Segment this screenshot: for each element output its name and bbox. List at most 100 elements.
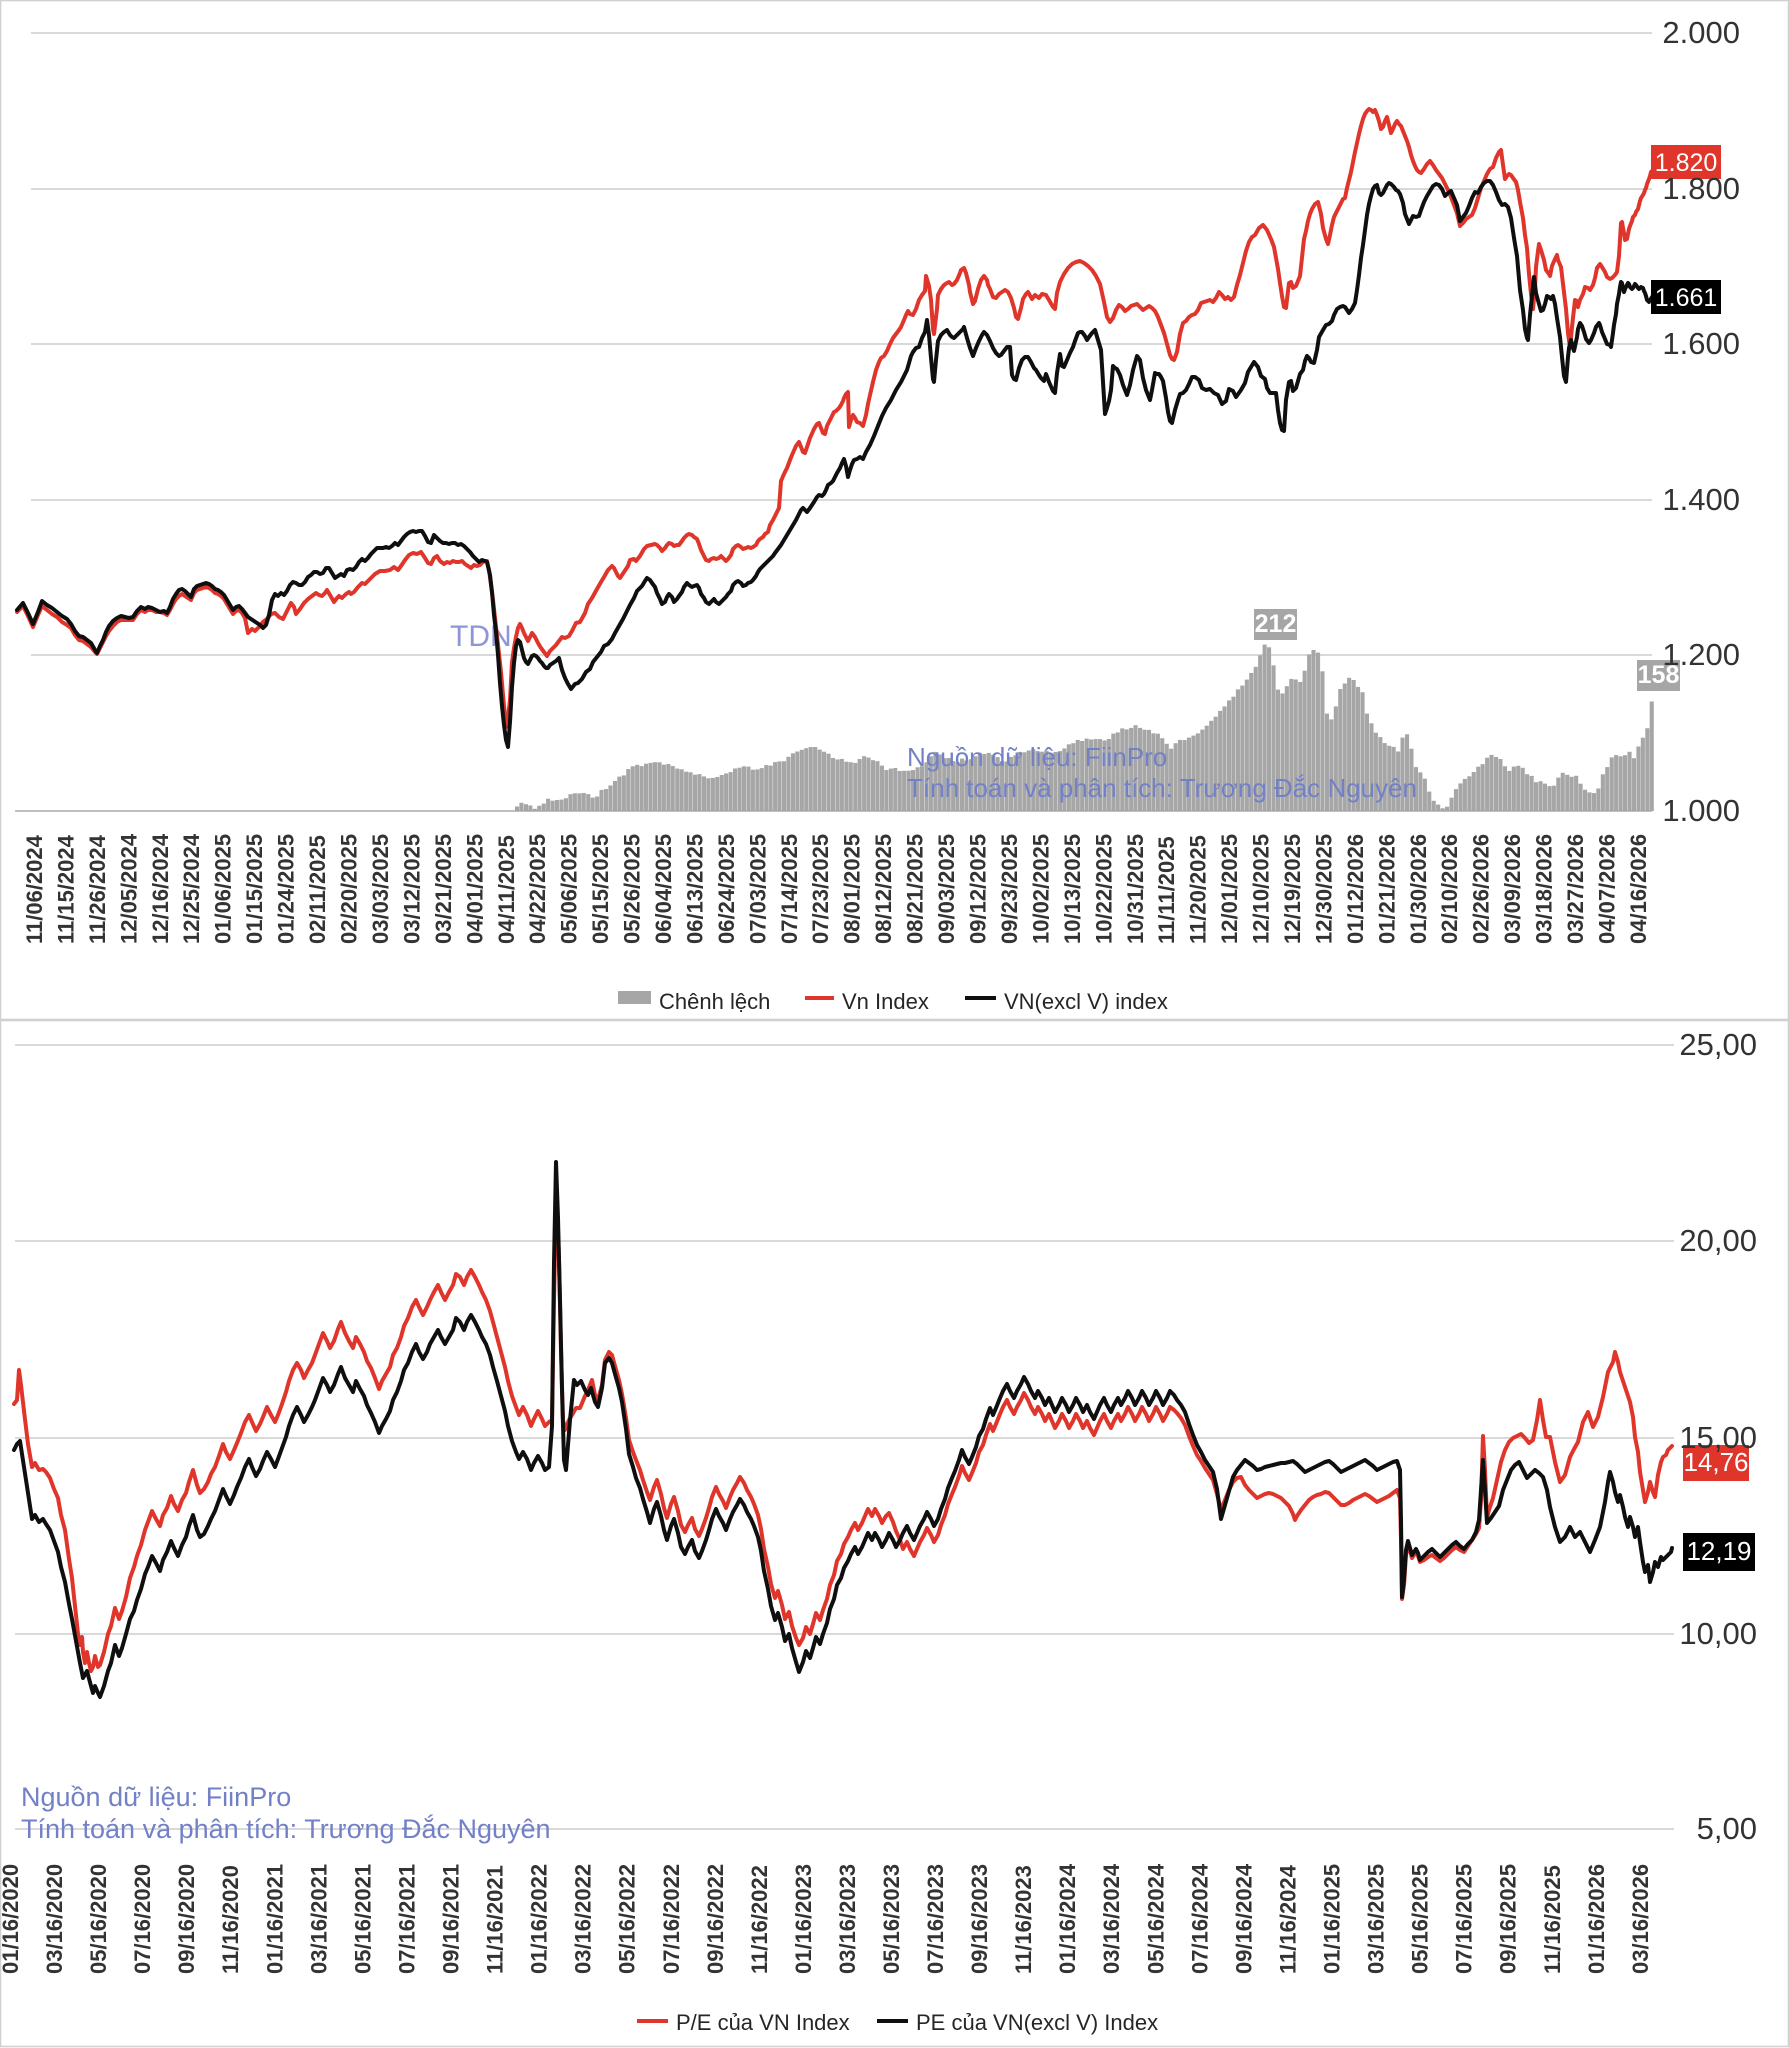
svg-text:25,00: 25,00 — [1679, 1027, 1757, 1062]
svg-text:07/23/2025: 07/23/2025 — [808, 834, 833, 944]
svg-text:11/16/2021: 11/16/2021 — [483, 1865, 508, 1974]
svg-text:09/12/2025: 09/12/2025 — [966, 834, 991, 944]
svg-text:Nguồn dữ liệu: FiinPro: Nguồn dữ liệu: FiinPro — [21, 1782, 291, 1812]
svg-text:01/24/2025: 01/24/2025 — [274, 834, 299, 944]
svg-text:12/01/2025: 12/01/2025 — [1217, 834, 1242, 944]
svg-text:01/16/2025: 01/16/2025 — [1320, 1864, 1345, 1974]
svg-text:03/16/2025: 03/16/2025 — [1364, 1864, 1389, 1974]
svg-text:08/21/2025: 08/21/2025 — [903, 834, 928, 944]
svg-text:05/16/2022: 05/16/2022 — [615, 1864, 640, 1974]
svg-text:PE của VN(excl V) Index: PE của VN(excl V) Index — [916, 2010, 1158, 2035]
svg-text:03/03/2025: 03/03/2025 — [368, 834, 393, 944]
svg-text:01/16/2026: 01/16/2026 — [1584, 1864, 1609, 1974]
svg-text:07/16/2022: 07/16/2022 — [659, 1864, 684, 1974]
svg-text:03/16/2020: 03/16/2020 — [42, 1864, 67, 1974]
svg-text:05/16/2024: 05/16/2024 — [1143, 1863, 1168, 1974]
svg-text:P/E của VN Index: P/E của VN Index — [676, 2010, 850, 2035]
svg-text:1.800: 1.800 — [1662, 171, 1740, 206]
svg-text:03/09/2026: 03/09/2026 — [1500, 834, 1525, 944]
svg-text:03/16/2024: 03/16/2024 — [1099, 1863, 1124, 1974]
svg-text:02/10/2026: 02/10/2026 — [1437, 834, 1462, 944]
svg-text:2.000: 2.000 — [1662, 15, 1740, 50]
svg-text:07/03/2025: 07/03/2025 — [745, 834, 770, 944]
svg-text:Chênh lệch: Chênh lệch — [659, 989, 770, 1014]
svg-text:06/13/2025: 06/13/2025 — [682, 834, 707, 944]
svg-text:09/16/2022: 09/16/2022 — [703, 1864, 728, 1974]
svg-text:04/22/2025: 04/22/2025 — [525, 834, 550, 944]
svg-text:09/16/2023: 09/16/2023 — [967, 1864, 992, 1974]
svg-text:12/16/2024: 12/16/2024 — [148, 833, 173, 944]
svg-text:11/06/2024: 11/06/2024 — [22, 834, 47, 944]
svg-text:07/14/2025: 07/14/2025 — [777, 834, 802, 944]
svg-text:07/16/2021: 07/16/2021 — [394, 1864, 419, 1974]
svg-text:12/30/2025: 12/30/2025 — [1312, 834, 1337, 944]
svg-text:05/16/2025: 05/16/2025 — [1408, 1864, 1433, 1974]
svg-text:11/16/2024: 11/16/2024 — [1275, 1864, 1300, 1974]
svg-text:Tính toán và phân tích: Trương: Tính toán và phân tích: Trương Đắc Nguyê… — [907, 773, 1417, 803]
svg-text:10/22/2025: 10/22/2025 — [1091, 834, 1116, 944]
svg-text:04/01/2025: 04/01/2025 — [462, 834, 487, 944]
svg-text:05/26/2025: 05/26/2025 — [620, 834, 645, 944]
svg-text:12,19: 12,19 — [1686, 1536, 1751, 1566]
svg-text:212: 212 — [1255, 610, 1297, 638]
svg-text:09/16/2024: 09/16/2024 — [1231, 1863, 1256, 1974]
svg-text:03/21/2025: 03/21/2025 — [431, 834, 456, 944]
svg-text:12/10/2025: 12/10/2025 — [1249, 834, 1274, 944]
svg-text:05/06/2025: 05/06/2025 — [557, 834, 582, 944]
svg-text:06/04/2025: 06/04/2025 — [651, 834, 676, 944]
svg-text:03/12/2025: 03/12/2025 — [399, 834, 424, 944]
svg-text:11/20/2025: 11/20/2025 — [1186, 835, 1211, 944]
svg-text:03/16/2021: 03/16/2021 — [306, 1864, 331, 1974]
svg-text:03/16/2022: 03/16/2022 — [571, 1864, 596, 1974]
svg-text:01/15/2025: 01/15/2025 — [242, 834, 267, 944]
svg-text:01/16/2024: 01/16/2024 — [1055, 1863, 1080, 1974]
svg-text:09/16/2020: 09/16/2020 — [174, 1864, 199, 1974]
svg-text:11/16/2023: 11/16/2023 — [1011, 1865, 1036, 1974]
svg-text:07/16/2020: 07/16/2020 — [130, 1864, 155, 1974]
svg-text:10/13/2025: 10/13/2025 — [1060, 834, 1085, 944]
svg-text:01/30/2026: 01/30/2026 — [1406, 834, 1431, 944]
svg-text:05/15/2025: 05/15/2025 — [588, 834, 613, 944]
svg-text:02/20/2025: 02/20/2025 — [337, 834, 362, 944]
svg-text:10/02/2025: 10/02/2025 — [1028, 834, 1053, 944]
svg-text:01/21/2026: 01/21/2026 — [1374, 834, 1399, 944]
svg-text:VN(excl V) index: VN(excl V) index — [1004, 989, 1168, 1014]
svg-text:Vn Index: Vn Index — [842, 989, 929, 1014]
svg-text:12/05/2024: 12/05/2024 — [116, 833, 141, 944]
svg-text:09/23/2025: 09/23/2025 — [997, 834, 1022, 944]
svg-text:1.600: 1.600 — [1662, 326, 1740, 361]
svg-text:07/16/2024: 07/16/2024 — [1187, 1863, 1212, 1974]
svg-text:02/11/2025: 02/11/2025 — [305, 835, 330, 944]
svg-text:05/16/2023: 05/16/2023 — [879, 1864, 904, 1974]
svg-text:5,00: 5,00 — [1697, 1811, 1757, 1846]
svg-text:04/16/2026: 04/16/2026 — [1626, 834, 1651, 944]
svg-text:10,00: 10,00 — [1679, 1616, 1757, 1651]
svg-text:01/16/2022: 01/16/2022 — [527, 1864, 552, 1974]
svg-text:08/01/2025: 08/01/2025 — [840, 834, 865, 944]
svg-text:01/16/2021: 01/16/2021 — [262, 1864, 287, 1974]
svg-text:07/16/2023: 07/16/2023 — [923, 1864, 948, 1974]
svg-text:07/16/2025: 07/16/2025 — [1452, 1864, 1477, 1974]
svg-text:01/06/2025: 01/06/2025 — [211, 834, 236, 944]
svg-text:01/16/2023: 01/16/2023 — [791, 1864, 816, 1974]
svg-text:11/16/2020: 11/16/2020 — [218, 1865, 243, 1974]
svg-text:06/24/2025: 06/24/2025 — [714, 834, 739, 944]
svg-text:Tính toán và phân tích: Trương: Tính toán và phân tích: Trương Đắc Nguyê… — [21, 1813, 551, 1844]
svg-text:05/16/2020: 05/16/2020 — [86, 1864, 111, 1974]
svg-text:1.661: 1.661 — [1655, 284, 1718, 312]
svg-text:01/12/2026: 01/12/2026 — [1343, 834, 1368, 944]
svg-text:1.400: 1.400 — [1662, 482, 1740, 517]
svg-text:Nguồn dữ liệu: FiinPro: Nguồn dữ liệu: FiinPro — [907, 742, 1167, 772]
svg-text:1.000: 1.000 — [1662, 793, 1740, 828]
svg-text:11/11/2025: 11/11/2025 — [1154, 836, 1179, 944]
svg-text:11/26/2024: 11/26/2024 — [85, 834, 110, 944]
svg-text:05/16/2021: 05/16/2021 — [350, 1864, 375, 1974]
svg-text:09/03/2025: 09/03/2025 — [934, 834, 959, 944]
svg-text:14,76: 14,76 — [1683, 1447, 1748, 1477]
svg-text:20,00: 20,00 — [1679, 1223, 1757, 1258]
svg-text:1.820: 1.820 — [1655, 149, 1718, 177]
svg-text:04/07/2026: 04/07/2026 — [1595, 834, 1620, 944]
svg-text:01/16/2020: 01/16/2020 — [0, 1864, 23, 1974]
svg-text:15,00: 15,00 — [1679, 1420, 1757, 1455]
svg-text:03/27/2026: 03/27/2026 — [1563, 834, 1588, 944]
